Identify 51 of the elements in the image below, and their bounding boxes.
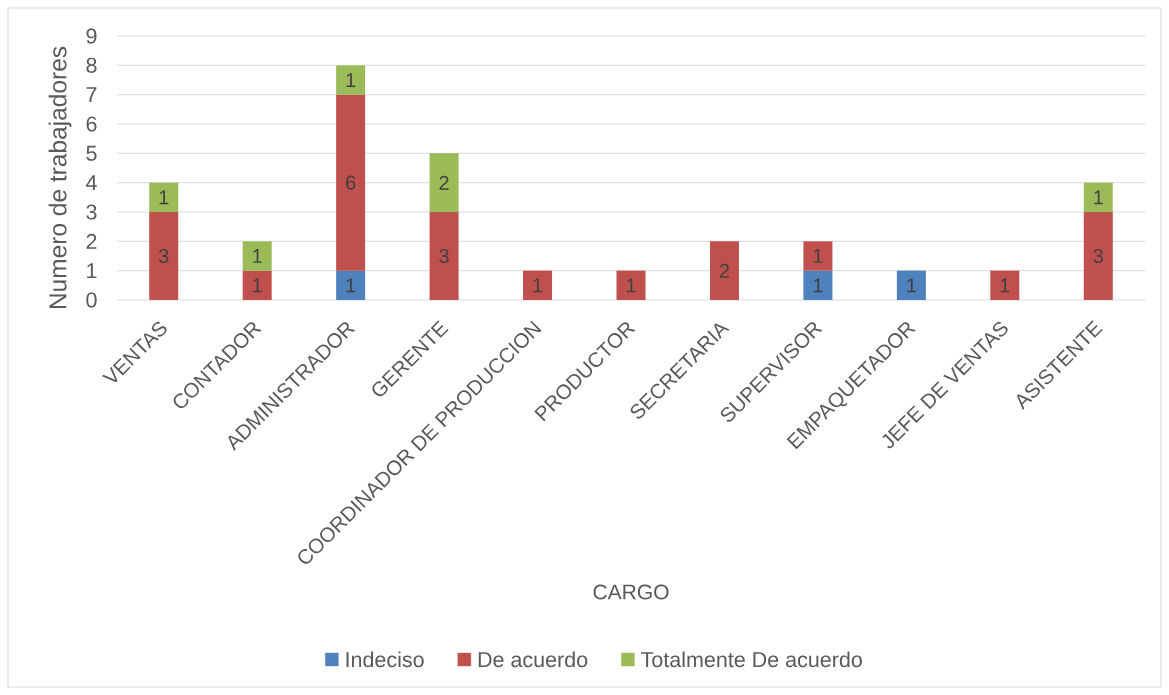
data-label: 6 (346, 175, 356, 190)
bar (803, 270, 833, 300)
bar (336, 270, 366, 300)
data-label: 1 (253, 278, 262, 293)
y-tick-label: 4 (86, 175, 97, 191)
legend-label: Totalmente De acuerdo (641, 651, 862, 668)
data-label: 3 (1093, 248, 1103, 264)
data-label: 1 (346, 278, 356, 293)
bar (336, 94, 366, 271)
bar (709, 241, 739, 300)
bar (429, 212, 459, 300)
bar (242, 241, 272, 271)
y-tick-label: 5 (86, 145, 97, 161)
data-label: 1 (1000, 278, 1010, 293)
y-tick-label: 8 (86, 57, 97, 73)
bar (1083, 182, 1113, 212)
bar (149, 212, 179, 300)
bar (896, 270, 926, 300)
data-label: 1 (907, 278, 916, 293)
data-label: 1 (159, 190, 169, 205)
bar (336, 65, 366, 95)
bar (803, 241, 833, 271)
data-label: 1 (813, 249, 823, 263)
data-label: 1 (346, 73, 356, 87)
data-label: 2 (439, 175, 449, 190)
data-label: 1 (813, 278, 823, 293)
y-tick-label: 1 (87, 263, 97, 279)
legend-label: De acuerdo (478, 651, 588, 668)
y-tick-label: 2 (86, 233, 97, 249)
bar (1083, 212, 1113, 300)
data-label: 1 (626, 278, 636, 293)
data-label: 3 (158, 248, 169, 264)
x-axis-title: CARGO (593, 584, 669, 600)
y-tick-label: 3 (86, 204, 97, 220)
bar (523, 270, 553, 300)
legend-label: Indeciso (346, 651, 424, 668)
y-axis-title: Numero de trabajadores (48, 46, 72, 309)
bar (149, 182, 179, 212)
data-label: 2 (719, 263, 730, 278)
data-label: 1 (533, 278, 543, 293)
bar (242, 270, 272, 300)
y-tick-label: 6 (86, 116, 97, 132)
y-tick-label: 7 (86, 87, 97, 103)
y-tick-label: 0 (86, 292, 97, 308)
bar (616, 270, 646, 300)
data-label: 3 (439, 248, 449, 264)
bar (429, 153, 459, 212)
bar (990, 270, 1020, 300)
data-label: 1 (253, 249, 262, 263)
data-label: 1 (1094, 190, 1103, 205)
y-tick-label: 9 (86, 28, 97, 44)
